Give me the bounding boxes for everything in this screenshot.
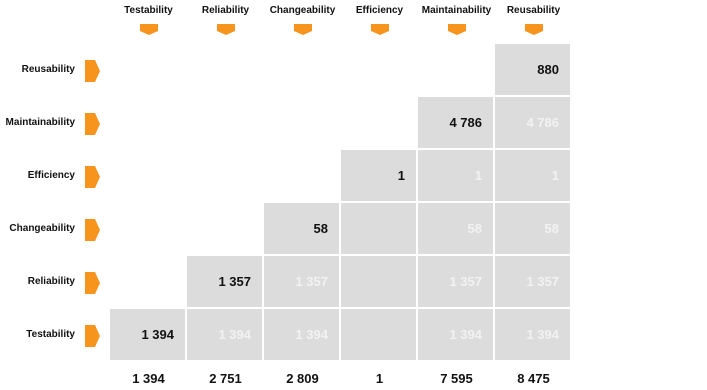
column-header-reliability: Reliability [201, 5, 250, 16]
row-header-efficiency: Efficiency [27, 169, 75, 181]
chevron-right-tab-icon [85, 59, 100, 82]
row-header-reliability: Reliability [27, 275, 75, 287]
cell-value: 58 [467, 220, 482, 236]
matrix-cell [418, 309, 493, 360]
chevron-down-tab-icon [447, 24, 466, 35]
cell-value: 1 394 [141, 326, 174, 342]
matrix-cell [341, 203, 416, 254]
matrix-cell [341, 256, 416, 307]
chevron-right-tab-icon [85, 112, 100, 135]
column-header-efficiency: Efficiency [355, 5, 404, 16]
matrix-cell [495, 44, 570, 95]
cell-value: 1 357 [449, 273, 482, 289]
cell-value: 4 786 [449, 114, 482, 130]
matrix-cell [495, 97, 570, 148]
cell-value: 1 [551, 167, 559, 183]
cell-value: 1 [474, 167, 482, 183]
matrix-cell [495, 203, 570, 254]
chevron-down-tab-icon [216, 24, 235, 35]
column-total: 2 809 [286, 371, 319, 386]
column-header-changeability: Changeability [269, 5, 336, 16]
matrix-cell [418, 256, 493, 307]
row-header-changeability: Changeability [9, 222, 75, 234]
cell-value: 4 786 [526, 114, 559, 130]
column-total: 8 475 [517, 371, 550, 386]
chevron-down-tab-icon [293, 24, 312, 35]
chevron-right-tab-icon [85, 324, 100, 347]
cell-value: 1 357 [295, 273, 328, 289]
column-header-maintainability: Maintainability [421, 5, 492, 16]
row-header-maintainability: Maintainability [5, 116, 75, 128]
chevron-right-tab-icon [85, 218, 100, 241]
cell-value: 1 394 [218, 326, 251, 342]
matrix-cell [495, 150, 570, 201]
column-total: 1 394 [132, 371, 165, 386]
chevron-down-tab-icon [370, 24, 389, 35]
matrix-cell [418, 203, 493, 254]
cell-value: 58 [313, 220, 328, 236]
matrix-cell [187, 309, 262, 360]
chevron-right-tab-icon [85, 165, 100, 188]
matrix-cell [187, 256, 262, 307]
column-total: 2 751 [209, 371, 242, 386]
column-total: 1 [375, 371, 384, 386]
row-header-reusability: Reusability [21, 63, 75, 75]
chevron-down-tab-icon [524, 24, 543, 35]
cell-value: 1 394 [449, 326, 482, 342]
matrix-cell [341, 309, 416, 360]
cell-value: 1 357 [526, 273, 559, 289]
column-total: 7 595 [440, 371, 473, 386]
cell-value: 880 [537, 61, 559, 77]
chevron-right-tab-icon [85, 271, 100, 294]
cell-value: 1 394 [295, 326, 328, 342]
matrix-cell [264, 309, 339, 360]
cell-value: 1 357 [218, 273, 251, 289]
cell-value: 58 [544, 220, 559, 236]
matrix-cell [418, 150, 493, 201]
column-header-testability: Testability [124, 5, 173, 16]
matrix-cell [341, 150, 416, 201]
column-header-reusability: Reusability [506, 5, 561, 16]
matrix-cell [110, 309, 185, 360]
matrix-cell [264, 203, 339, 254]
matrix-cell [495, 309, 570, 360]
matrix-cell [418, 97, 493, 148]
chevron-down-tab-icon [139, 24, 158, 35]
matrix-cell [264, 256, 339, 307]
row-header-testability: Testability [26, 328, 75, 340]
cell-value: 1 394 [526, 326, 559, 342]
cell-value: 1 [397, 167, 405, 183]
matrix-cell [495, 256, 570, 307]
